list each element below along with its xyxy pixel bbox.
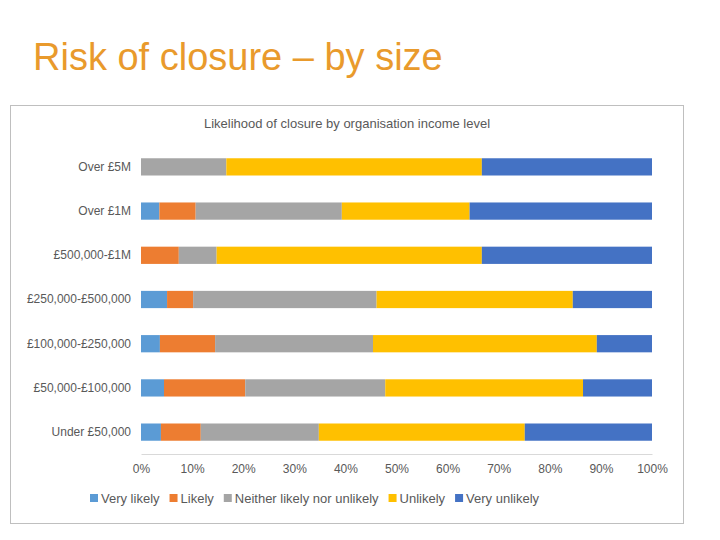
tick: £250,000-£500,000	[27, 292, 141, 306]
tick-label: £500,000-£1M	[54, 248, 131, 262]
tick-label: £250,000-£500,000	[27, 292, 131, 306]
legend-label: Very unlikely	[466, 491, 539, 506]
tick-label: £100,000-£250,000	[27, 337, 131, 351]
bar	[196, 202, 342, 219]
tick-label: 10%	[181, 462, 205, 476]
series	[217, 158, 597, 440]
legend-item: Very likely	[90, 491, 160, 506]
legend-swatch	[455, 494, 463, 502]
tick: 60%	[436, 454, 460, 476]
bar	[319, 423, 525, 440]
tick: 50%	[385, 454, 409, 476]
tick-label: Under £50,000	[52, 425, 132, 439]
tick: £500,000-£1M	[54, 248, 141, 262]
legend-label: Unlikely	[400, 491, 446, 506]
bar	[141, 202, 159, 219]
tick: Under £50,000	[52, 425, 141, 439]
tick: 70%	[487, 454, 511, 476]
series	[141, 202, 245, 440]
tick-label: 50%	[385, 462, 409, 476]
tick: £50,000-£100,000	[34, 381, 141, 395]
bar	[373, 335, 597, 352]
bar	[573, 291, 652, 308]
tick-label: 90%	[589, 462, 613, 476]
legend-swatch	[389, 494, 397, 502]
slide-heading: Risk of closure – by size	[33, 36, 443, 78]
bar	[217, 247, 482, 264]
tick: 80%	[538, 454, 562, 476]
bar	[377, 291, 573, 308]
bar	[159, 202, 195, 219]
bar	[164, 379, 245, 396]
bar	[179, 247, 217, 264]
slide: Risk of closure – by size Likelihood of c…	[0, 0, 720, 540]
axis-line	[141, 146, 142, 455]
tick: Over £1M	[78, 204, 141, 218]
chart-title: Likelihood of closure by organisation in…	[204, 116, 490, 131]
tick: 90%	[589, 454, 613, 476]
chart-frame	[11, 106, 684, 524]
bar	[167, 291, 193, 308]
bar	[141, 423, 161, 440]
tick-label: 80%	[538, 462, 562, 476]
legend-swatch	[170, 494, 178, 502]
category-axis: Over £5M Over £1M £500,000-£1M £250,000-£50…	[27, 146, 142, 455]
tick-label: 40%	[334, 462, 358, 476]
bar	[470, 202, 652, 219]
legend: Very likely Likely Neither likely nor unli…	[90, 491, 540, 506]
value-axis: 0% 10% 20% 30% 40% 50% 60% 70% 80% 90% 100%	[133, 454, 668, 476]
tick-label: £50,000-£100,000	[34, 381, 132, 395]
bar	[201, 423, 319, 440]
bar	[193, 291, 376, 308]
legend-item: Likely	[170, 491, 215, 506]
tick-label: Over £5M	[78, 160, 131, 174]
bar	[161, 423, 201, 440]
tick: 20%	[232, 454, 256, 476]
tick: £100,000-£250,000	[27, 337, 141, 351]
series	[141, 158, 385, 440]
tick-label: 60%	[436, 462, 460, 476]
tick-label: 100%	[637, 462, 668, 476]
bar	[385, 379, 583, 396]
bar	[141, 335, 160, 352]
tick: 30%	[283, 454, 307, 476]
legend-label: Neither likely nor unlikely	[235, 491, 379, 506]
bar	[597, 335, 652, 352]
tick-label: 0%	[133, 462, 151, 476]
tick: 0%	[133, 454, 151, 476]
bar	[342, 202, 470, 219]
legend-label: Likely	[181, 491, 215, 506]
bar	[141, 158, 226, 175]
tick-label: 20%	[232, 462, 256, 476]
tick-label: Over £1M	[78, 204, 131, 218]
bar	[525, 423, 652, 440]
bar	[226, 158, 482, 175]
bar	[215, 335, 373, 352]
tick: 10%	[181, 454, 205, 476]
axis-line	[142, 454, 653, 455]
tick: Over £5M	[78, 160, 141, 174]
legend-label: Very likely	[101, 491, 160, 506]
tick: 100%	[637, 454, 668, 476]
bar	[583, 379, 652, 396]
bars	[141, 158, 652, 440]
bar	[160, 335, 215, 352]
bar	[245, 379, 385, 396]
bar	[141, 247, 179, 264]
series	[470, 158, 652, 440]
tick-label: 30%	[283, 462, 307, 476]
bar	[482, 158, 652, 175]
legend-item: Very unlikely	[455, 491, 539, 506]
legend-swatch	[224, 494, 232, 502]
tick: 40%	[334, 454, 358, 476]
tick-label: 70%	[487, 462, 511, 476]
bar	[482, 247, 652, 264]
bar	[141, 379, 164, 396]
legend-swatch	[90, 494, 98, 502]
series	[141, 202, 167, 440]
bar	[141, 291, 167, 308]
legend-item: Neither likely nor unlikely	[224, 491, 379, 506]
legend-item: Unlikely	[389, 491, 446, 506]
